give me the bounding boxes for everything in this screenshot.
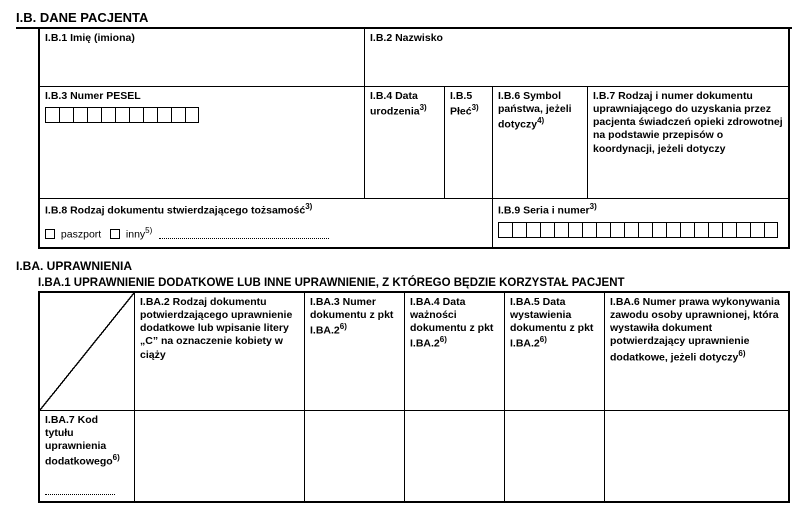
section-iba-header: I.BA. UPRAWNIENIA (16, 257, 792, 275)
serial-boxes[interactable] (498, 222, 783, 238)
cell-ib6: I.B.6 Symbol państwa, jeżeli dotyczy4) (493, 87, 588, 199)
checkbox-passport[interactable] (45, 229, 55, 239)
sup-iba5: 6) (540, 335, 547, 344)
cell-diag (40, 293, 135, 411)
char-box[interactable] (185, 107, 199, 123)
cell-ib9: I.B.9 Seria i numer3) (493, 199, 788, 247)
cell-iba5-val[interactable] (505, 411, 605, 501)
char-box[interactable] (87, 107, 101, 123)
char-box[interactable] (512, 222, 526, 238)
char-box[interactable] (722, 222, 736, 238)
char-box[interactable] (750, 222, 764, 238)
dots-iba7[interactable] (45, 485, 115, 495)
sup-iba6: 6) (738, 349, 745, 358)
label-ib4: I.B.4 Data urodzenia (370, 90, 420, 118)
sup-ib6: 4) (537, 116, 544, 125)
cell-iba4: I.BA.4 Data ważności dokumentu z pkt I.B… (405, 293, 505, 411)
sup-other: 5) (145, 226, 152, 235)
dots-other[interactable] (159, 229, 329, 239)
char-box[interactable] (568, 222, 582, 238)
sup-ib8: 3) (305, 202, 312, 211)
cell-iba3-val[interactable] (305, 411, 405, 501)
sup-ib9: 3) (590, 202, 597, 211)
char-box[interactable] (610, 222, 624, 238)
char-box[interactable] (540, 222, 554, 238)
cell-iba6: I.BA.6 Numer prawa wykonywania zawodu os… (605, 293, 788, 411)
opt-other: inny (126, 228, 145, 240)
char-box[interactable] (582, 222, 596, 238)
cell-ib3: I.B.3 Numer PESEL (40, 87, 365, 199)
cell-ib7: I.B.7 Rodzaj i numer dokumentu uprawniaj… (588, 87, 788, 199)
label-ib6: I.B.6 Symbol państwa, jeżeli dotyczy (498, 90, 572, 131)
char-box[interactable] (736, 222, 750, 238)
label-iba2: I.BA.2 Rodzaj dokumentu potwierdzającego… (140, 296, 292, 361)
char-box[interactable] (694, 222, 708, 238)
section-iba-sub: I.BA.1 UPRAWNIENIE DODATKOWE LUB INNE UP… (16, 275, 792, 291)
label-ib9: I.B.9 Seria i numer (498, 205, 590, 217)
char-box[interactable] (157, 107, 171, 123)
char-box[interactable] (554, 222, 568, 238)
char-box[interactable] (101, 107, 115, 123)
cell-iba5: I.BA.5 Data wystawienia dokumentu z pkt … (505, 293, 605, 411)
cell-ib5: I.B.5 Płeć3) (445, 87, 493, 199)
char-box[interactable] (624, 222, 638, 238)
char-box[interactable] (764, 222, 778, 238)
char-box[interactable] (666, 222, 680, 238)
char-box[interactable] (596, 222, 610, 238)
cell-iba7: I.BA.7 Kod tytułu uprawnienia dodatkoweg… (40, 411, 135, 501)
char-box[interactable] (498, 222, 512, 238)
cell-ib1: I.B.1 Imię (imiona) (40, 29, 365, 87)
cell-ib8: I.B.8 Rodzaj dokumentu stwierdzającego t… (40, 199, 493, 247)
char-box[interactable] (59, 107, 73, 123)
cell-iba6-val[interactable] (605, 411, 788, 501)
checkbox-other[interactable] (110, 229, 120, 239)
char-box[interactable] (652, 222, 666, 238)
cell-iba2: I.BA.2 Rodzaj dokumentu potwierdzającego… (135, 293, 305, 411)
sup-ib4: 3) (420, 103, 427, 112)
char-box[interactable] (526, 222, 540, 238)
char-box[interactable] (73, 107, 87, 123)
sup-iba7: 6) (113, 453, 120, 462)
char-box[interactable] (708, 222, 722, 238)
char-box[interactable] (680, 222, 694, 238)
cell-iba2-val[interactable] (135, 411, 305, 501)
cell-iba3: I.BA.3 Numer dokumentu z pkt I.BA.26) (305, 293, 405, 411)
label-iba7: I.BA.7 Kod tytułu uprawnienia dodatkoweg… (45, 414, 113, 468)
label-iba4: I.BA.4 Data ważności dokumentu z pkt I.B… (410, 296, 493, 350)
sup-iba3: 6) (340, 322, 347, 331)
char-box[interactable] (115, 107, 129, 123)
cell-iba4-val[interactable] (405, 411, 505, 501)
char-box[interactable] (129, 107, 143, 123)
sup-ib5: 3) (472, 103, 479, 112)
label-ib3: I.B.3 Numer PESEL (45, 90, 359, 103)
pesel-boxes[interactable] (45, 107, 359, 123)
sup-iba4: 6) (440, 335, 447, 344)
label-ib5: I.B.5 Płeć (450, 90, 472, 118)
label-ib1: I.B.1 Imię (imiona) (45, 32, 135, 44)
cell-ib2: I.B.2 Nazwisko (365, 29, 788, 87)
label-iba5: I.BA.5 Data wystawienia dokumentu z pkt … (510, 296, 593, 350)
label-iba3: I.BA.3 Numer dokumentu z pkt I.BA.2 (310, 296, 393, 337)
char-box[interactable] (638, 222, 652, 238)
label-ib7: I.B.7 Rodzaj i numer dokumentu uprawniaj… (593, 90, 783, 155)
char-box[interactable] (45, 107, 59, 123)
form-iba-grid: I.BA.2 Rodzaj dokumentu potwierdzającego… (38, 291, 790, 503)
char-box[interactable] (171, 107, 185, 123)
cell-ib4: I.B.4 Data urodzenia3) (365, 87, 445, 199)
opt-passport: paszport (61, 228, 101, 240)
label-iba6: I.BA.6 Numer prawa wykonywania zawodu os… (610, 296, 780, 363)
section-ib-header: I.B. DANE PACJENTA (16, 8, 792, 29)
char-box[interactable] (143, 107, 157, 123)
label-ib2: I.B.2 Nazwisko (370, 32, 443, 44)
form-ib-grid: I.B.1 Imię (imiona) I.B.2 Nazwisko I.B.3… (38, 29, 790, 249)
label-ib8: I.B.8 Rodzaj dokumentu stwierdzającego t… (45, 205, 305, 217)
